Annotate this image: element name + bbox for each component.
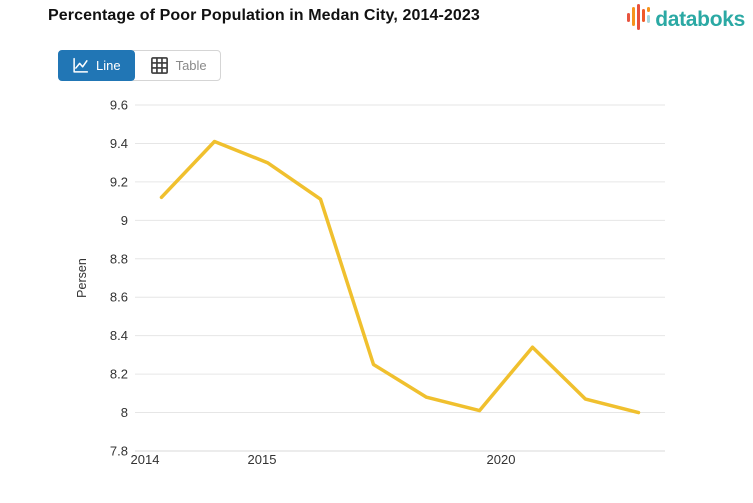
table-grid-icon: [150, 56, 169, 75]
line-button-label: Line: [96, 58, 121, 73]
y-tick-label: 9.4: [110, 136, 128, 151]
table-view-button[interactable]: Table: [132, 50, 221, 81]
databoks-bars-icon: [626, 4, 652, 36]
table-button-label: Table: [175, 58, 207, 73]
y-tick-label: 8.4: [110, 328, 128, 343]
y-tick-label: 7.8: [110, 444, 128, 459]
y-axis-title: Persen: [75, 258, 89, 298]
x-tick-label: 2015: [248, 452, 277, 467]
line-view-button[interactable]: Line: [58, 50, 135, 81]
page-header: Percentage of Poor Population in Medan C…: [0, 0, 753, 40]
y-tick-label: 8.6: [110, 290, 128, 305]
x-tick-label: 2014: [131, 452, 160, 467]
databoks-logo: databoks: [626, 4, 745, 36]
page-title: Percentage of Poor Population in Medan C…: [48, 7, 480, 24]
databoks-wordmark: databoks: [655, 8, 745, 31]
y-tick-label: 8: [121, 405, 128, 420]
y-tick-label: 9.2: [110, 174, 128, 189]
view-toggle: Line Table: [58, 50, 221, 81]
y-tick-label: 8.2: [110, 367, 128, 382]
y-tick-label: 9: [121, 213, 128, 228]
x-tick-label: 2020: [487, 452, 516, 467]
line-chart-icon: [72, 57, 89, 74]
data-line-series: [159, 139, 641, 415]
y-tick-label: 9.6: [110, 98, 128, 113]
y-tick-label: 8.8: [110, 251, 128, 266]
